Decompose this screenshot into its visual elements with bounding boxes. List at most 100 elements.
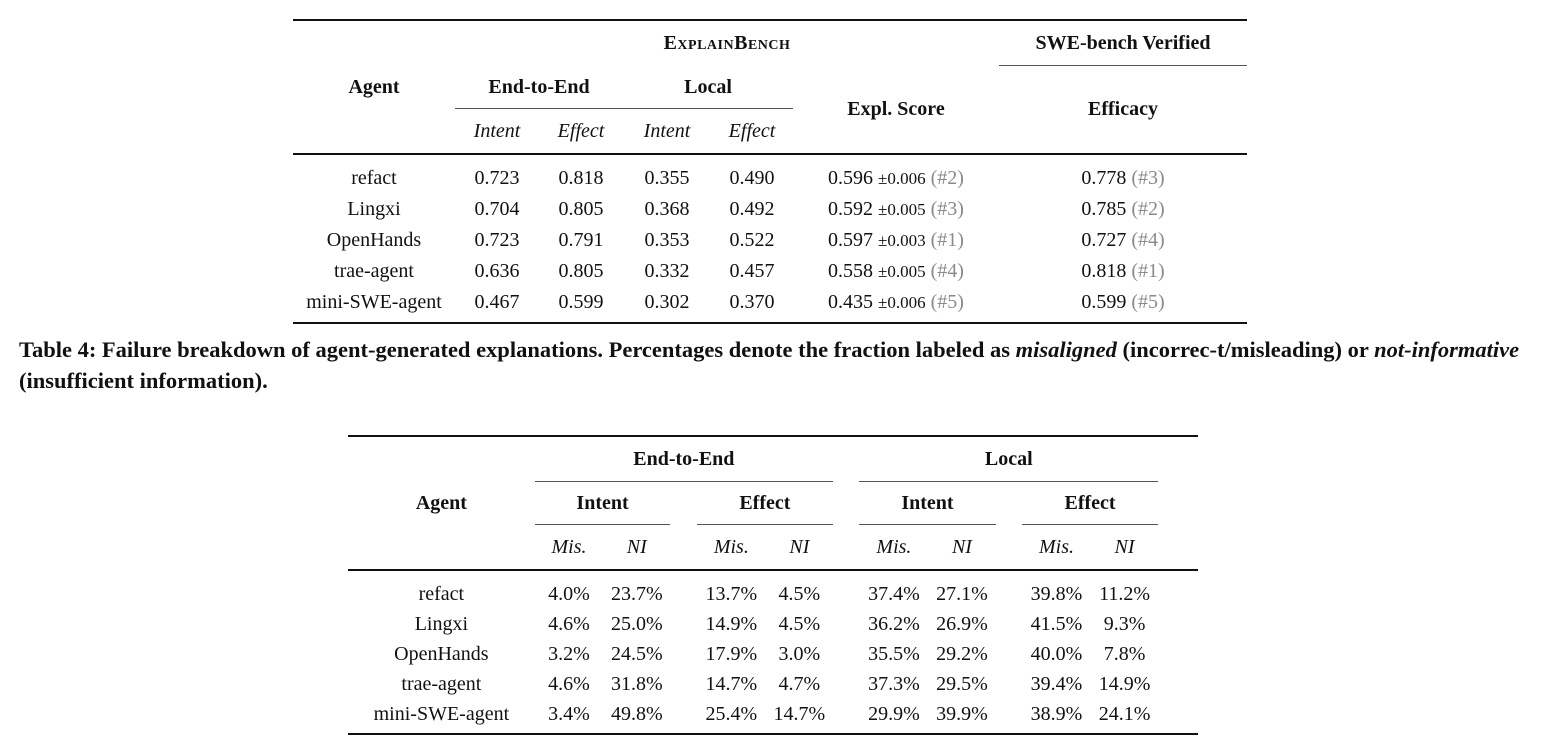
agent-name: trae-agent (334, 260, 414, 282)
expl-score-value: 0.592 (828, 197, 874, 220)
agent-name: OpenHands (394, 643, 489, 665)
table-row: OpenHands 3.2% 24.5% 17.9% 3.0% 35.5% 29.2% 40.… (348, 639, 1198, 669)
local-intent-ni-value: 29.5% (936, 673, 988, 695)
e2e-effect-mis-value: 14.9% (705, 613, 758, 635)
e2e-intent-ni-value: 31.8% (610, 673, 663, 695)
caption-prefix: Table 4: Failure breakdown of agent-gene… (19, 337, 1016, 362)
local-effect-ni-value: 7.8% (1103, 643, 1146, 665)
e2e-effect-ni-value: 4.5% (778, 583, 821, 605)
local-intent-mis-value: 29.9% (868, 703, 920, 725)
agent-name: trae-agent (401, 673, 482, 695)
header-local-effect: Effect (728, 119, 776, 142)
e2e-intent-value: 0.636 (474, 260, 520, 282)
e2e-effect-value: 0.818 (558, 167, 604, 189)
t2-sub-ni: NI (789, 536, 810, 558)
expl-score-cell: 0.596 ±0.006 (#2) (793, 154, 999, 194)
header-swebench-verified: SWE-bench Verified (999, 20, 1247, 66)
local-intent-mis-value: 36.2% (868, 613, 920, 635)
local-intent-mis-value: 37.3% (868, 673, 920, 695)
expl-score-pm: ±0.003 (878, 230, 926, 250)
e2e-effect-value: 0.805 (558, 260, 604, 282)
local-effect-ni-value: 24.1% (1098, 703, 1151, 725)
efficacy-rank: (#1) (1131, 260, 1165, 282)
table-row: mini-SWE-agent 3.4% 49.8% 25.4% 14.7% 29.9% 39… (348, 699, 1198, 734)
local-effect-mis-value: 40.0% (1030, 643, 1083, 665)
explainbench-results-table: Agent ExplainBench SWE-bench Verified En… (293, 19, 1247, 324)
e2e-intent-mis-value: 3.2% (548, 643, 590, 665)
t2-header-e2e-effect: Effect (696, 481, 833, 525)
local-effect-value: 0.522 (729, 229, 775, 251)
t2-sub-mis: Mis. (551, 536, 587, 558)
e2e-effect-value: 0.599 (558, 291, 604, 313)
agent-name: mini-SWE-agent (306, 291, 442, 313)
t2-sub-mis: Mis. (876, 536, 912, 558)
local-effect-mis-value: 38.9% (1030, 703, 1083, 725)
local-effect-mis-value: 39.4% (1030, 673, 1083, 695)
agent-name: Lingxi (347, 198, 401, 220)
efficacy-cell: 0.785 (#2) (999, 194, 1247, 225)
header-agent: Agent (348, 75, 400, 98)
expl-score-pm: ±0.005 (878, 261, 926, 281)
efficacy-cell: 0.727 (#4) (999, 225, 1247, 256)
header-e2e-intent: Intent (473, 119, 521, 142)
table-row: mini-SWE-agent 0.467 0.599 0.302 0.370 0.435 … (293, 287, 1247, 323)
expl-score-rank: (#3) (930, 197, 964, 220)
local-intent-value: 0.302 (644, 291, 690, 313)
expl-score-cell: 0.558 ±0.005 (#4) (793, 256, 999, 287)
expl-score-pm: ±0.006 (878, 292, 926, 312)
expl-score-pm: ±0.005 (878, 199, 926, 219)
table-row: trae-agent 4.6% 31.8% 14.7% 4.7% 37.3% 29.5% 39… (348, 669, 1198, 699)
expl-score-pm: ±0.006 (878, 168, 926, 188)
header-expl-score: Expl. Score (847, 98, 945, 120)
header-local-intent: Intent (643, 119, 691, 142)
agent-name: OpenHands (326, 229, 422, 251)
header-e2e-effect: Effect (557, 119, 605, 142)
agent-name: refact (351, 167, 397, 189)
expl-score-cell: 0.435 ±0.006 (#5) (793, 287, 999, 323)
local-effect-value: 0.370 (729, 291, 775, 313)
agent-name: mini-SWE-agent (373, 703, 510, 725)
e2e-intent-mis-value: 4.6% (548, 673, 590, 695)
e2e-intent-mis-value: 3.4% (548, 703, 590, 725)
efficacy-cell: 0.599 (#5) (999, 287, 1247, 323)
e2e-intent-mis-value: 4.0% (548, 583, 590, 605)
e2e-effect-ni-value: 4.7% (778, 673, 821, 695)
t2-header-local-effect: Effect (1022, 481, 1159, 525)
table-row: Lingxi 4.6% 25.0% 14.9% 4.5% 36.2% 26.9% 41.5% 9… (348, 609, 1198, 639)
t2-header-local: Local (859, 436, 1159, 482)
local-effect-ni-value: 11.2% (1099, 583, 1151, 605)
caption-middle: (incorrec-t/misleading) or (1116, 337, 1375, 362)
table-row: Lingxi 0.704 0.805 0.368 0.492 0.592 ±0.005 (… (293, 194, 1247, 225)
local-intent-mis-value: 37.4% (868, 583, 920, 605)
efficacy-value: 0.599 (1081, 291, 1127, 313)
local-intent-value: 0.353 (644, 229, 690, 251)
local-intent-value: 0.332 (644, 260, 690, 282)
local-effect-mis-value: 41.5% (1030, 613, 1083, 635)
efficacy-rank: (#3) (1131, 167, 1165, 189)
header-local: Local (623, 65, 793, 109)
e2e-intent-value: 0.704 (474, 198, 520, 220)
e2e-intent-ni-value: 23.7% (610, 583, 663, 605)
e2e-effect-ni-value: 3.0% (778, 643, 821, 665)
header-end-to-end: End-to-End (455, 65, 623, 109)
t2-header-local-intent: Intent (859, 481, 996, 525)
t2-header-end-to-end: End-to-End (534, 436, 833, 482)
efficacy-value: 0.785 (1081, 198, 1127, 220)
expl-score-value: 0.597 (828, 228, 874, 251)
agent-name: Lingxi (414, 613, 469, 635)
caption-term-not-informative: not-informative (1374, 337, 1520, 362)
e2e-effect-mis-value: 13.7% (705, 583, 758, 605)
table2-body: refact 4.0% 23.7% 13.7% 4.5% 37.4% 27.1% 39.8% 1… (348, 570, 1198, 734)
efficacy-rank: (#4) (1131, 229, 1165, 251)
local-intent-ni-value: 26.9% (936, 613, 988, 635)
efficacy-value: 0.727 (1081, 229, 1127, 251)
table-row: refact 4.0% 23.7% 13.7% 4.5% 37.4% 27.1% 39.8% 1… (348, 570, 1198, 609)
expl-score-rank: (#1) (930, 228, 964, 251)
e2e-intent-value: 0.723 (474, 229, 520, 251)
table-row: OpenHands 0.723 0.791 0.353 0.522 0.597 ±0.00… (293, 225, 1247, 256)
local-effect-ni-value: 14.9% (1098, 673, 1151, 695)
e2e-effect-mis-value: 17.9% (705, 643, 758, 665)
header-explainbench: ExplainBench (663, 32, 791, 55)
expl-score-rank: (#4) (930, 259, 964, 282)
e2e-intent-ni-value: 49.8% (610, 703, 663, 725)
